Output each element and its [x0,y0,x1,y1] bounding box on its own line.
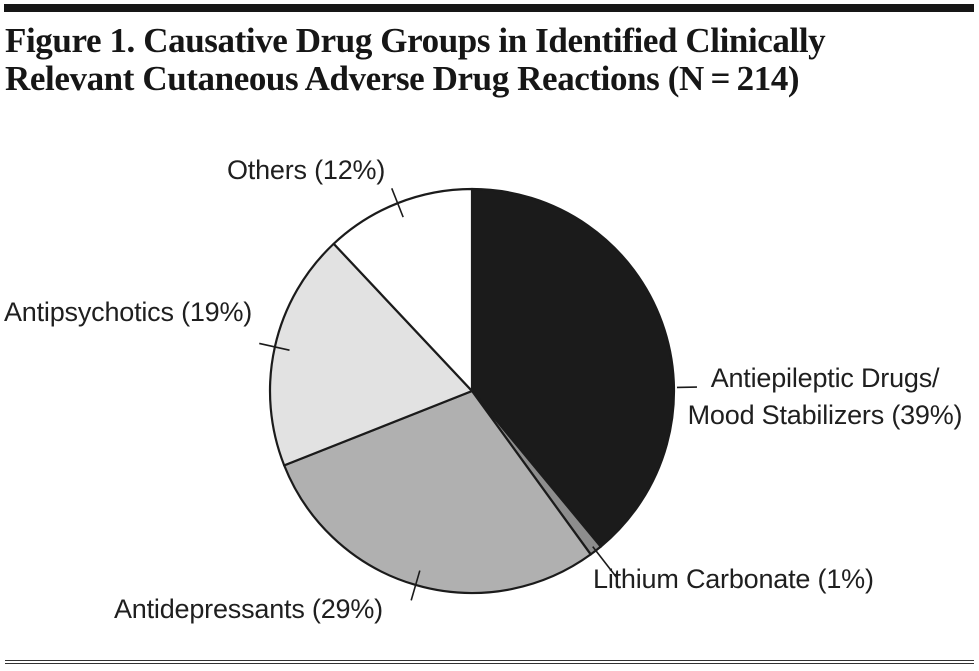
figure-title-line2: Relevant Cutaneous Adverse Drug Reaction… [5,59,800,98]
pie-slice-antiepileptic-drugs-mood-stabilizers [470,187,676,548]
figure-title: Figure 1. Causative Drug Groups in Ident… [5,22,965,98]
slice-label-others: Others (12%) [227,155,386,185]
top-rule-bar [4,4,974,12]
slice-label-line: Antiepileptic Drugs/ [710,363,940,393]
figure-title-line1: Figure 1. Causative Drug Groups in Ident… [5,21,826,60]
slice-label-antipsychotics: Antipsychotics (19%) [4,297,253,327]
bottom-rule [5,660,974,664]
tick-lithium-carbonate [592,546,618,578]
slice-label-antidepressants: Antidepressants (29%) [114,594,383,624]
slice-label-line: Mood Stabilizers (39%) [687,400,963,430]
slice-label-antiepileptic-drugs-mood-stabilizers: Antiepileptic Drugs/Mood Stabilizers (39… [660,360,979,434]
slice-label-lithium-carbonate: Lithium Carbonate (1%) [593,564,874,594]
tick-others [391,188,404,218]
tick-antidepressants [410,570,421,601]
tick-antipsychotics [259,342,290,351]
